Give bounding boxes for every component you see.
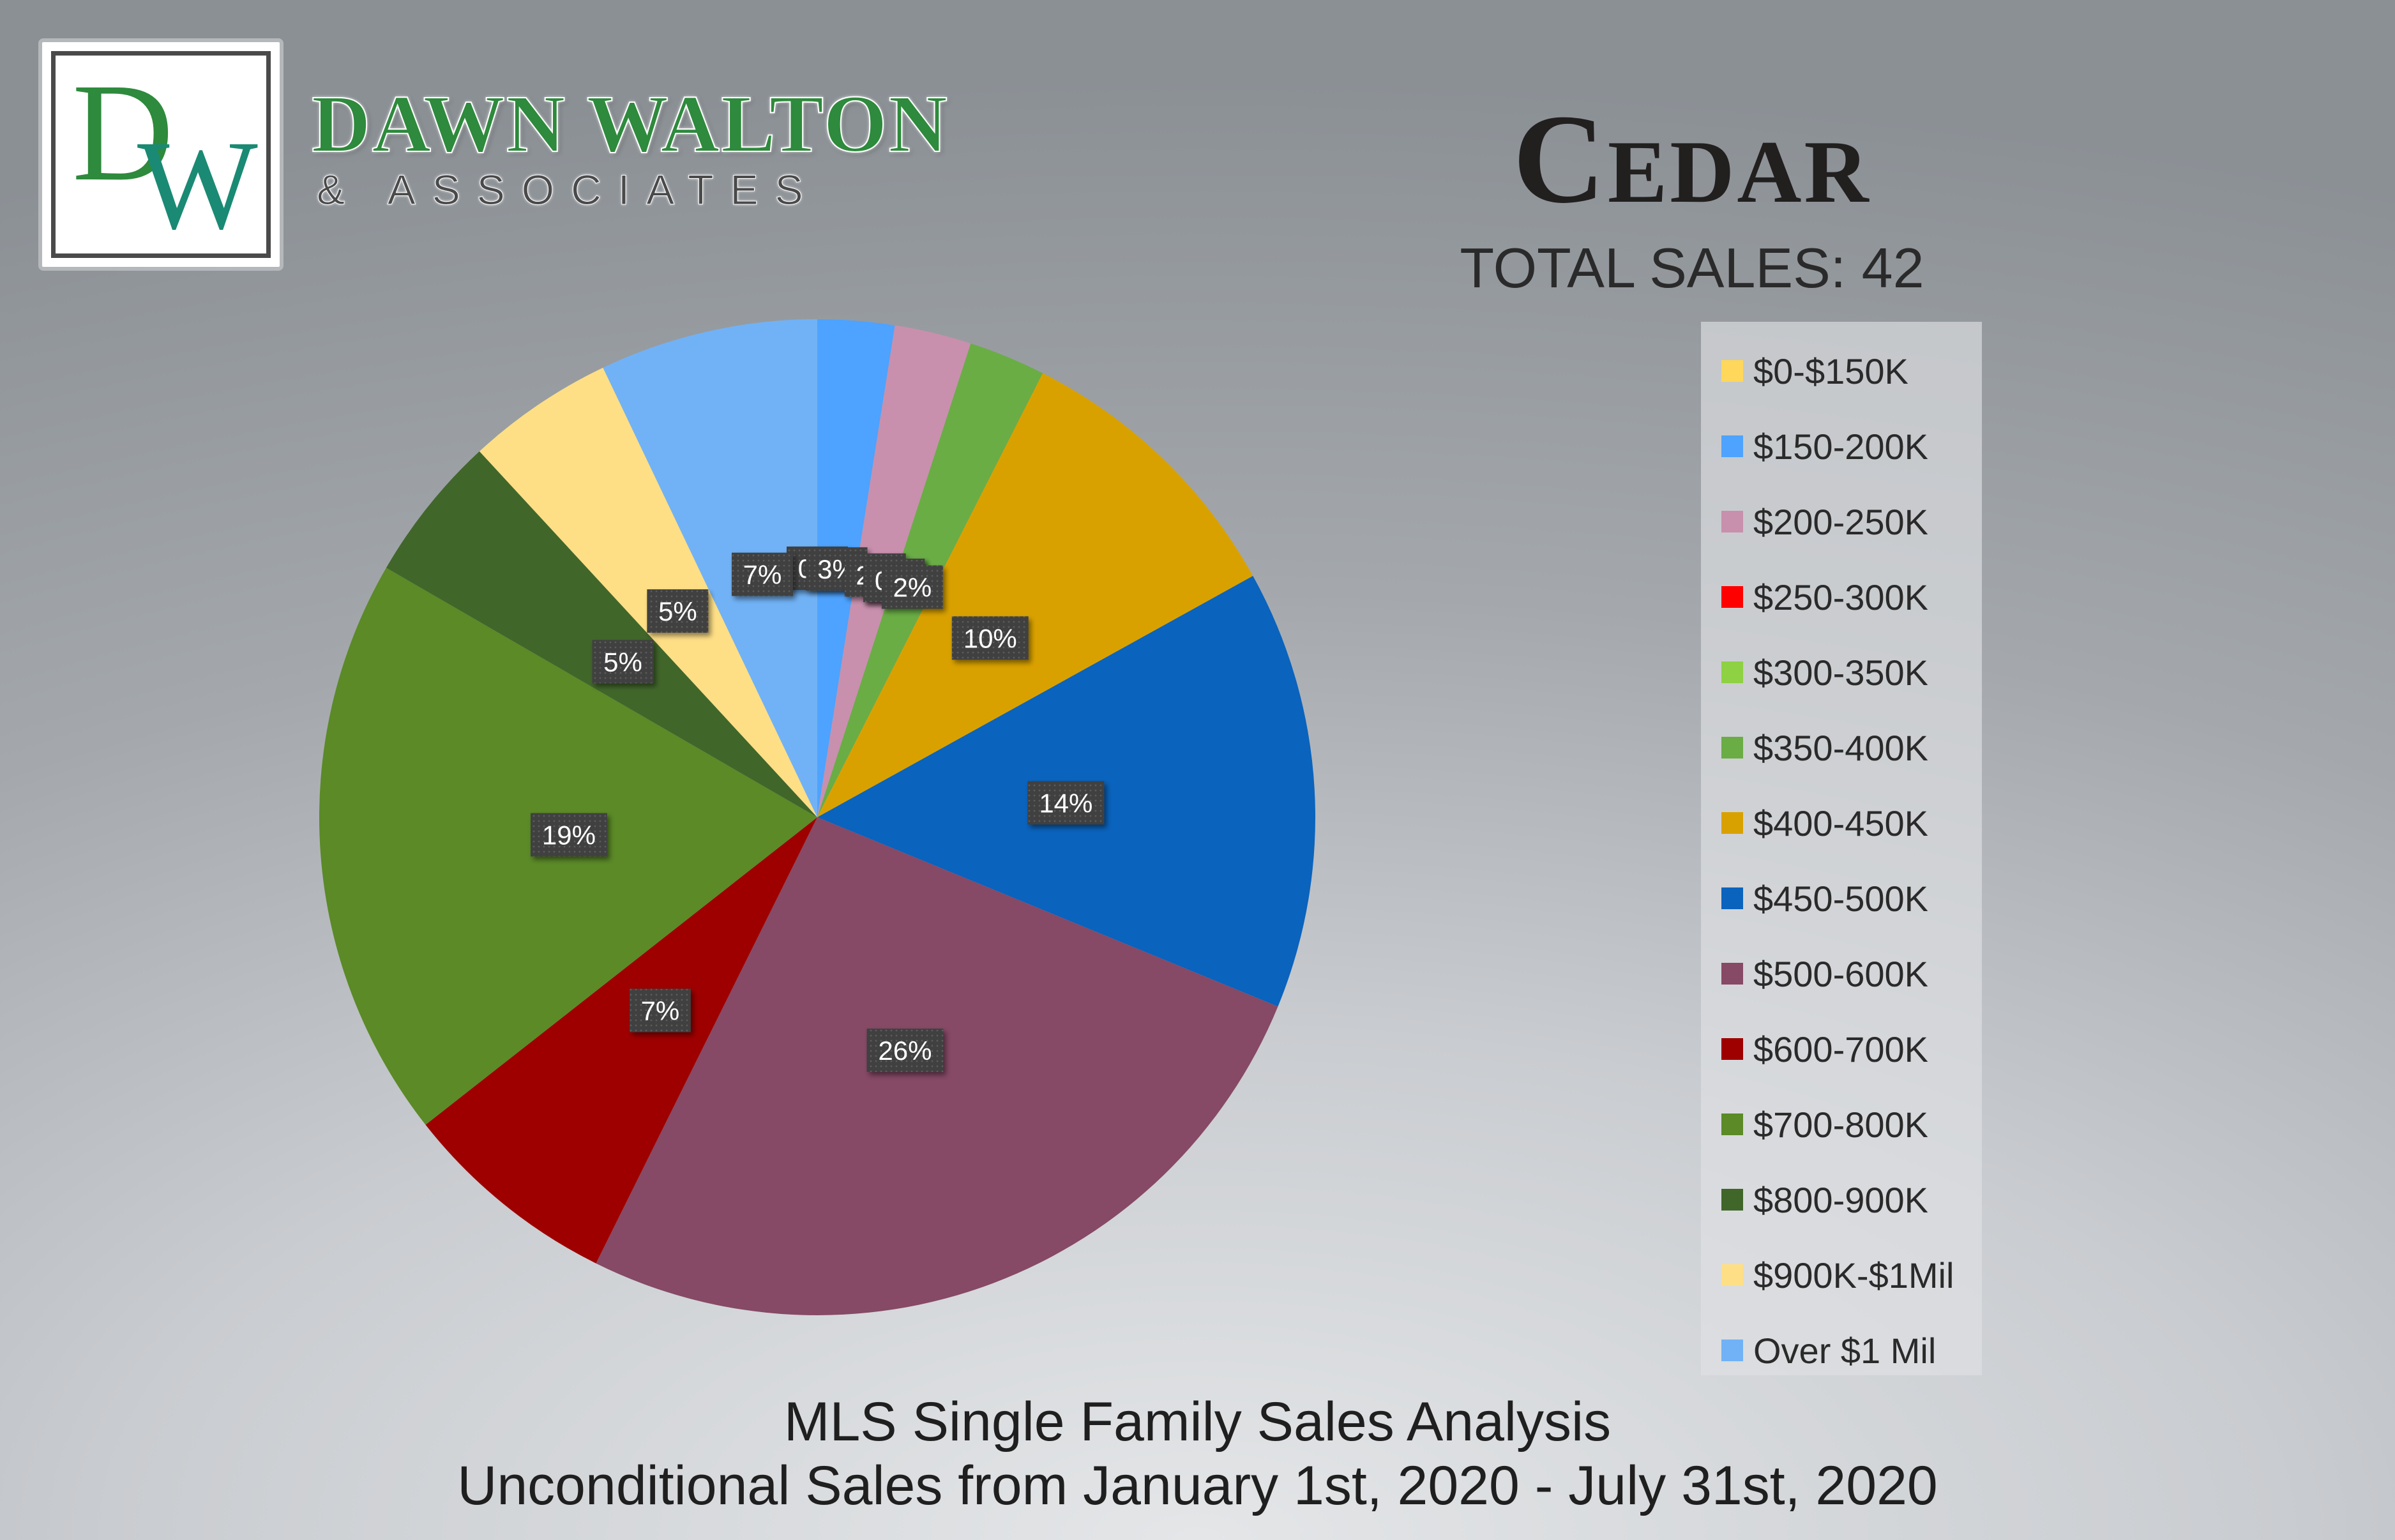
pie-data-label-350-400k: 2% xyxy=(881,565,943,609)
legend-label: $800-900K xyxy=(1753,1179,1929,1220)
svg-text:7%: 7% xyxy=(641,996,680,1026)
svg-text:19%: 19% xyxy=(542,820,596,850)
chart-legend: $0-$150K $150-200K $200-250K $250-300K $300-… xyxy=(1701,322,1982,1375)
legend-swatch xyxy=(1721,1264,1743,1286)
pie-chart: 0%3%2%0%0%2%10%14%26%7%19%5%5%7% xyxy=(319,319,1315,1315)
legend-swatch xyxy=(1721,360,1743,382)
legend-label: $350-400K xyxy=(1753,727,1929,768)
legend-label: $250-300K xyxy=(1753,577,1929,617)
pie-slice-600-700k xyxy=(425,817,817,1264)
legend-label: $500-600K xyxy=(1753,953,1929,994)
legend-item-350-400k: $350-400K xyxy=(1701,710,1982,785)
legend-swatch xyxy=(1721,1113,1743,1135)
svg-text:2%: 2% xyxy=(893,573,932,603)
total-sales: TOTAL SALES: 42 xyxy=(1460,236,1924,299)
legend-item-300-350k: $300-350K xyxy=(1701,635,1982,710)
legend-swatch xyxy=(1721,1038,1743,1060)
legend-label: $200-250K xyxy=(1753,501,1929,542)
svg-text:5%: 5% xyxy=(603,647,642,677)
legend-item-0-150k: $0-$150K xyxy=(1701,333,1982,409)
legend-item-over-1-mil: Over $1 Mil xyxy=(1701,1313,1982,1388)
legend-swatch xyxy=(1721,812,1743,834)
legend-swatch xyxy=(1721,737,1743,759)
legend-swatch xyxy=(1721,511,1743,532)
logo-letter-w: W xyxy=(137,115,258,256)
svg-text:7%: 7% xyxy=(743,560,782,590)
legend-swatch xyxy=(1721,435,1743,457)
legend-item-600-700k: $600-700K xyxy=(1701,1011,1982,1087)
pie-slice-800-900k xyxy=(386,451,817,817)
pie-data-label-900k-1mil: 5% xyxy=(647,589,709,633)
legend-swatch xyxy=(1721,1189,1743,1211)
legend-swatch xyxy=(1721,586,1743,608)
legend-swatch xyxy=(1721,963,1743,985)
legend-label: Over $1 Mil xyxy=(1753,1330,1937,1371)
legend-item-450-500k: $450-500K xyxy=(1701,861,1982,936)
logo-frame: D W xyxy=(51,51,271,258)
legend-label: $900K-$1Mil xyxy=(1753,1255,1954,1295)
legend-swatch xyxy=(1721,661,1743,683)
svg-text:5%: 5% xyxy=(658,596,697,626)
brand-subtitle: & ASSOCIATES xyxy=(317,166,820,213)
legend-item-200-250k: $200-250K xyxy=(1701,484,1982,559)
logo-letter-d: D xyxy=(72,54,174,210)
chart-title: Cedar xyxy=(1513,89,1871,230)
legend-item-500-600k: $500-600K xyxy=(1701,936,1982,1011)
legend-label: $0-$150K xyxy=(1753,351,1908,391)
pie-data-label-450-500k: 14% xyxy=(1027,781,1105,825)
legend-item-800-900k: $800-900K xyxy=(1701,1162,1982,1237)
pie-data-label-500-600k: 26% xyxy=(866,1028,944,1072)
pie-data-label-800-900k: 5% xyxy=(592,640,654,684)
logo-badge: D W xyxy=(38,38,283,271)
svg-text:10%: 10% xyxy=(963,623,1017,653)
brand-name: DAWN WALTON xyxy=(311,79,949,169)
legend-label: $700-800K xyxy=(1753,1104,1929,1145)
footer-date-range: Unconditional Sales from January 1st, 20… xyxy=(457,1455,1938,1516)
pie-data-label-400-450k: 10% xyxy=(951,616,1029,660)
pie-slice-400-450k xyxy=(817,373,1253,817)
legend-label: $600-700K xyxy=(1753,1029,1929,1069)
legend-swatch xyxy=(1721,1340,1743,1361)
legend-item-400-450k: $400-450K xyxy=(1701,785,1982,861)
legend-label: $400-450K xyxy=(1753,803,1929,843)
footer-title: MLS Single Family Sales Analysis xyxy=(783,1391,1612,1453)
legend-item-900k-1mil: $900K-$1Mil xyxy=(1701,1237,1982,1313)
pie-data-label-over-1-mil: 7% xyxy=(731,552,793,596)
legend-label: $300-350K xyxy=(1753,652,1929,693)
legend-label: $450-500K xyxy=(1753,878,1929,919)
svg-text:26%: 26% xyxy=(878,1036,932,1066)
legend-item-700-800k: $700-800K xyxy=(1701,1087,1982,1162)
legend-label: $150-200K xyxy=(1753,426,1929,467)
legend-item-150-200k: $150-200K xyxy=(1701,409,1982,484)
legend-item-250-300k: $250-300K xyxy=(1701,559,1982,635)
legend-swatch xyxy=(1721,887,1743,909)
pie-data-label-600-700k: 7% xyxy=(629,988,691,1032)
svg-text:14%: 14% xyxy=(1039,788,1092,818)
pie-slice-over-1-mil xyxy=(603,319,817,817)
pie-data-label-700-800k: 19% xyxy=(530,813,607,857)
